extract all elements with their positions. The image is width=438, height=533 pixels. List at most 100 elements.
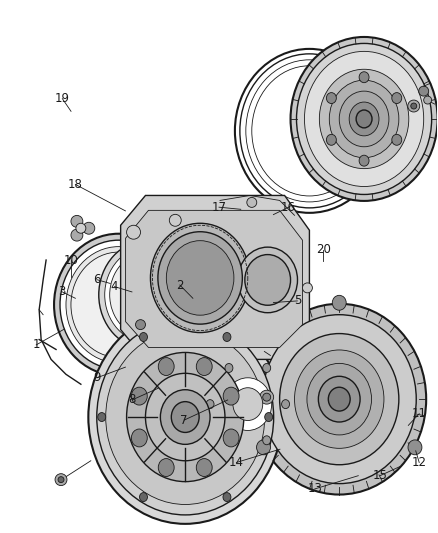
Ellipse shape	[328, 387, 350, 411]
Ellipse shape	[105, 247, 192, 343]
Text: 17: 17	[212, 201, 226, 214]
Ellipse shape	[294, 350, 384, 448]
Ellipse shape	[225, 436, 233, 445]
Ellipse shape	[97, 319, 274, 515]
Circle shape	[71, 215, 83, 227]
Ellipse shape	[307, 364, 371, 435]
Ellipse shape	[196, 358, 212, 375]
Ellipse shape	[265, 413, 273, 422]
Ellipse shape	[263, 364, 271, 373]
Text: 20: 20	[316, 243, 331, 256]
Circle shape	[247, 197, 257, 207]
Ellipse shape	[166, 241, 234, 315]
Text: 19: 19	[55, 92, 70, 105]
Polygon shape	[120, 196, 309, 359]
Ellipse shape	[223, 429, 239, 447]
Ellipse shape	[158, 358, 174, 375]
Text: 3: 3	[59, 286, 66, 298]
Text: 5: 5	[293, 294, 301, 308]
Text: 18: 18	[68, 178, 83, 191]
Text: 2: 2	[176, 279, 184, 292]
Text: 12: 12	[412, 456, 427, 469]
Circle shape	[263, 393, 271, 401]
Ellipse shape	[99, 240, 198, 350]
Ellipse shape	[326, 134, 336, 146]
Ellipse shape	[319, 69, 409, 168]
Text: 10: 10	[64, 254, 78, 266]
Ellipse shape	[262, 314, 416, 483]
Ellipse shape	[150, 223, 250, 333]
Ellipse shape	[225, 364, 233, 373]
Ellipse shape	[127, 352, 244, 482]
Ellipse shape	[252, 66, 367, 196]
Ellipse shape	[131, 387, 147, 405]
Ellipse shape	[282, 400, 290, 409]
Ellipse shape	[196, 458, 212, 477]
Ellipse shape	[408, 440, 422, 455]
Ellipse shape	[349, 102, 379, 136]
Ellipse shape	[245, 255, 290, 305]
Circle shape	[58, 477, 64, 482]
Ellipse shape	[206, 400, 214, 409]
Text: 16: 16	[281, 201, 296, 214]
Circle shape	[71, 229, 83, 241]
Ellipse shape	[297, 43, 431, 195]
Ellipse shape	[359, 72, 369, 83]
Ellipse shape	[318, 376, 360, 422]
Circle shape	[411, 103, 417, 109]
Text: 13: 13	[307, 482, 322, 496]
Ellipse shape	[66, 247, 171, 363]
Circle shape	[55, 474, 67, 486]
Text: 1: 1	[32, 338, 40, 351]
Circle shape	[419, 86, 429, 96]
Text: 15: 15	[373, 469, 388, 482]
Ellipse shape	[54, 233, 183, 376]
Polygon shape	[126, 211, 303, 348]
Ellipse shape	[233, 387, 263, 421]
Ellipse shape	[290, 37, 438, 201]
Circle shape	[170, 214, 181, 226]
Ellipse shape	[158, 458, 174, 477]
Circle shape	[408, 100, 420, 112]
Circle shape	[76, 223, 86, 233]
Ellipse shape	[238, 247, 297, 313]
Ellipse shape	[131, 429, 147, 447]
Ellipse shape	[332, 295, 346, 310]
Ellipse shape	[263, 436, 271, 445]
Ellipse shape	[160, 390, 210, 445]
Ellipse shape	[224, 378, 272, 431]
Ellipse shape	[171, 402, 199, 432]
Ellipse shape	[304, 51, 424, 187]
Circle shape	[303, 283, 312, 293]
Circle shape	[83, 222, 95, 234]
Text: 9: 9	[93, 371, 101, 384]
Ellipse shape	[98, 413, 106, 422]
Text: 7: 7	[180, 414, 188, 426]
Text: 14: 14	[229, 456, 244, 469]
Text: 6: 6	[93, 273, 101, 286]
Ellipse shape	[214, 367, 282, 441]
Ellipse shape	[106, 329, 265, 504]
Ellipse shape	[60, 240, 177, 369]
Ellipse shape	[392, 134, 402, 146]
Ellipse shape	[257, 440, 270, 455]
Ellipse shape	[279, 334, 399, 465]
Circle shape	[127, 225, 141, 239]
Text: 8: 8	[128, 393, 136, 407]
Ellipse shape	[339, 91, 389, 147]
Ellipse shape	[71, 252, 166, 358]
Ellipse shape	[88, 310, 282, 524]
Ellipse shape	[140, 492, 148, 502]
Text: 11: 11	[412, 407, 427, 420]
Ellipse shape	[145, 373, 225, 461]
Ellipse shape	[359, 155, 369, 166]
Ellipse shape	[223, 492, 231, 502]
Ellipse shape	[110, 252, 187, 337]
Ellipse shape	[140, 333, 148, 342]
Ellipse shape	[223, 387, 239, 405]
Ellipse shape	[158, 232, 242, 324]
Ellipse shape	[252, 304, 426, 495]
Circle shape	[135, 320, 145, 329]
Ellipse shape	[392, 93, 402, 103]
Circle shape	[260, 390, 274, 404]
